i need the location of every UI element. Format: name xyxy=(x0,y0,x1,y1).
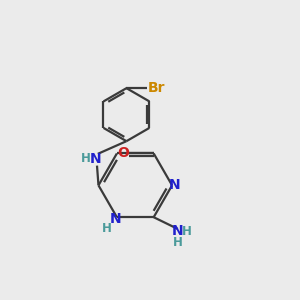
Text: N: N xyxy=(90,152,101,166)
Text: H: H xyxy=(182,224,192,238)
Text: N: N xyxy=(169,178,181,192)
Text: H: H xyxy=(102,222,112,235)
Text: H: H xyxy=(173,236,183,249)
Text: N: N xyxy=(110,212,121,226)
Text: H: H xyxy=(81,152,91,165)
Text: O: O xyxy=(117,146,129,161)
Text: Br: Br xyxy=(148,81,166,95)
Text: N: N xyxy=(172,224,184,238)
